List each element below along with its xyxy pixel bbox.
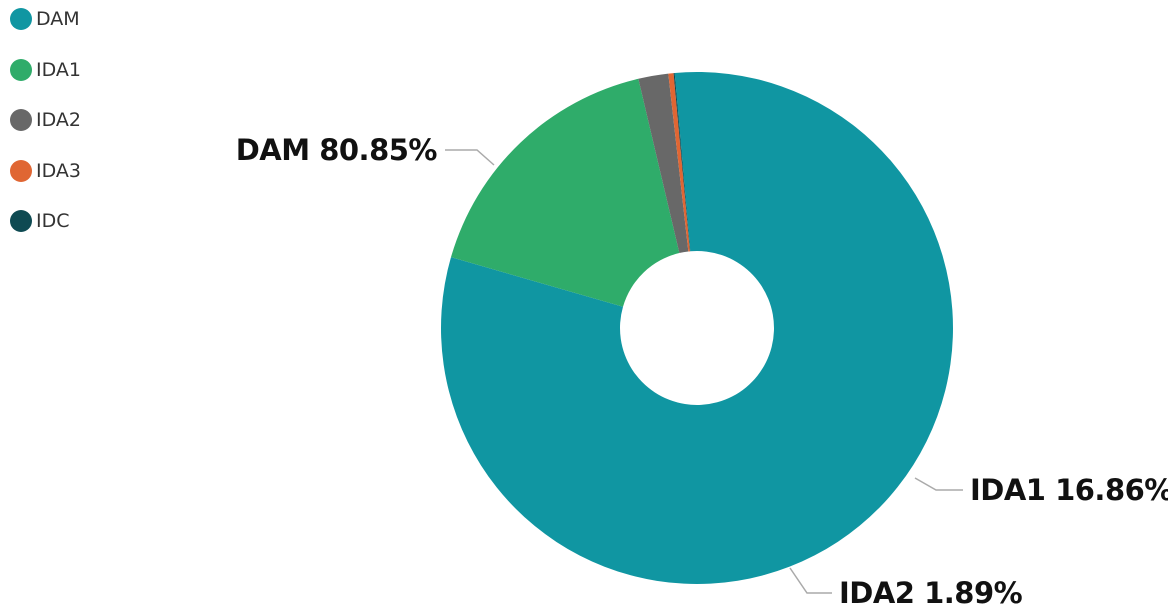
data-label-ida1: IDA1 16.86% xyxy=(970,473,1168,507)
legend-label-ida1: IDA1 xyxy=(36,58,81,81)
legend-swatch-ida3 xyxy=(10,159,32,182)
legend-item-idc[interactable]: IDC xyxy=(10,208,81,234)
legend-label-idc: IDC xyxy=(36,210,70,232)
legend-swatch-ida2 xyxy=(10,109,32,131)
legend-item-dam[interactable]: DAM xyxy=(10,6,81,32)
leader-line-ida1 xyxy=(914,477,963,491)
slice-ida1[interactable] xyxy=(450,78,680,307)
slice-dam[interactable] xyxy=(441,72,953,585)
slice-idc[interactable] xyxy=(673,72,691,252)
data-label-ida2: IDA2 1.89% xyxy=(839,576,1023,610)
legend-item-ida2[interactable]: IDA2 xyxy=(10,107,81,133)
leader-line-dam xyxy=(445,149,495,166)
slice-ida3[interactable] xyxy=(668,73,690,252)
legend-swatch-idc xyxy=(10,210,32,232)
legend: DAM IDA1 IDA2 IDA3 IDC xyxy=(10,6,81,259)
legend-label-ida2: IDA2 xyxy=(36,109,81,131)
legend-swatch-dam xyxy=(10,8,32,30)
legend-item-ida1[interactable]: IDA1 xyxy=(10,57,81,83)
slice-ida2[interactable] xyxy=(638,73,689,254)
leader-line-ida2 xyxy=(789,567,832,594)
legend-item-ida3[interactable]: IDA3 xyxy=(10,158,81,184)
legend-label-dam: DAM xyxy=(36,8,80,30)
legend-swatch-ida1 xyxy=(10,58,32,81)
data-label-dam: DAM 80.85% xyxy=(236,133,438,167)
legend-label-ida3: IDA3 xyxy=(36,159,81,182)
